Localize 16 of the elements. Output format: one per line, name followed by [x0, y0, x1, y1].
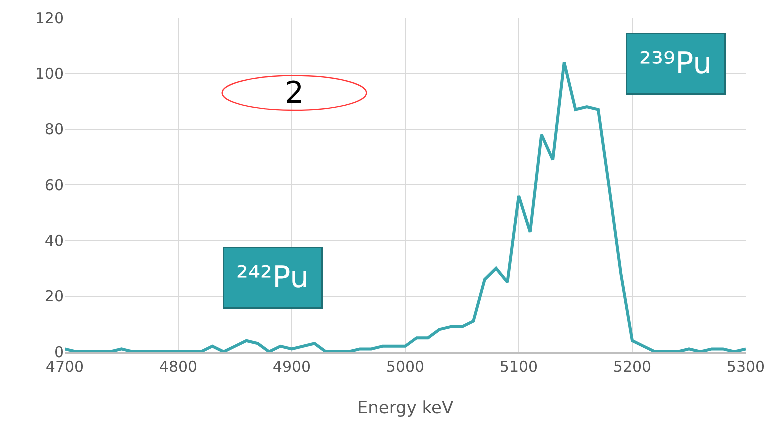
annotation: 2	[285, 76, 304, 111]
y-tick-label: 40	[44, 232, 64, 250]
x-tick-label: 5000	[386, 358, 425, 376]
y-tick-label: 80	[44, 120, 64, 139]
x-tick-label: 5300	[726, 358, 766, 376]
y-tick-label: 100	[35, 64, 64, 83]
x-tick-label: 5100	[500, 358, 538, 376]
annotation: ²⁴²Pu	[236, 260, 310, 296]
x-axis-title: Energy keV	[357, 398, 454, 418]
x-tick-label: 4800	[159, 358, 198, 376]
x-tick-label: 5200	[613, 358, 652, 376]
x-tick-label: 4900	[272, 358, 312, 376]
y-tick-label: 120	[35, 9, 64, 28]
y-tick-label: 20	[44, 288, 64, 306]
annotation: ²³⁹Pu	[640, 46, 712, 82]
y-tick-label: 60	[44, 176, 64, 194]
